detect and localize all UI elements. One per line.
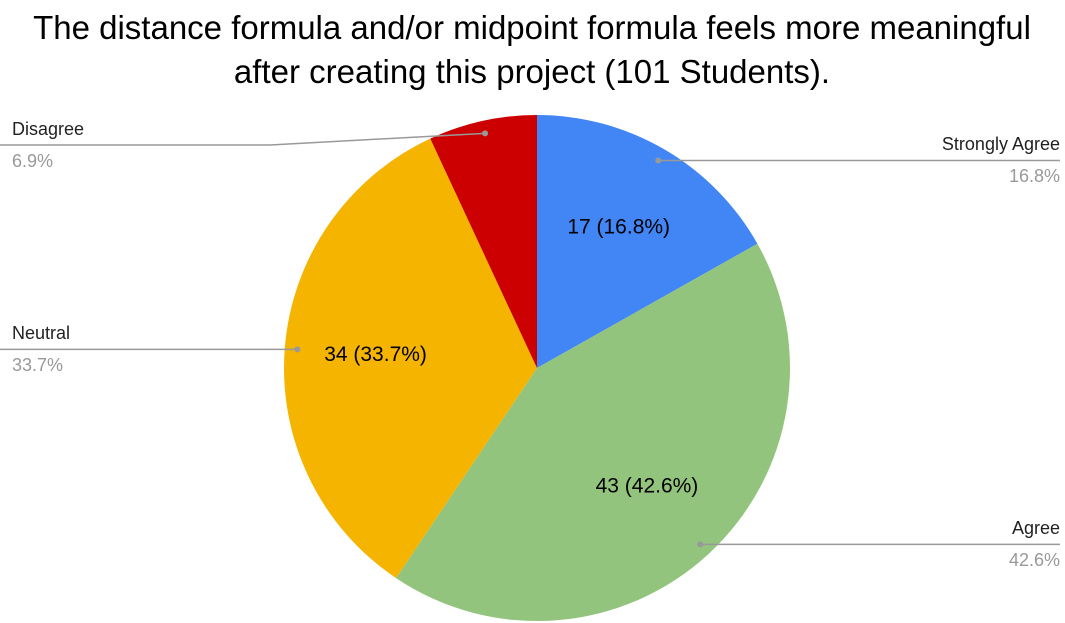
legend-label: Neutral: [12, 323, 70, 343]
leader-dot: [697, 541, 704, 548]
legend-percent: 6.9%: [12, 151, 53, 171]
legend-percent: 42.6%: [1009, 550, 1060, 570]
pie-slice: [430, 115, 537, 368]
pie-slice: [396, 243, 790, 621]
legend-label: Disagree: [12, 119, 84, 139]
leader-dot: [294, 346, 301, 353]
pie-slice: [537, 115, 758, 368]
legend-percent: 33.7%: [12, 355, 63, 375]
slice-label: 34 (33.7%): [324, 343, 427, 366]
legend-label: Agree: [1012, 518, 1060, 538]
legend-percent: 16.8%: [1009, 166, 1060, 186]
slice-label: 17 (16.8%): [567, 216, 670, 239]
pie-slice: [284, 138, 537, 579]
chart-title: The distance formula and/or midpoint for…: [33, 9, 1031, 90]
slice-label: 43 (42.6%): [596, 474, 699, 497]
leader-line: [0, 132, 486, 146]
legend-label: Strongly Agree: [942, 134, 1060, 154]
leader-dot: [655, 157, 662, 164]
leader-dot: [482, 130, 489, 137]
